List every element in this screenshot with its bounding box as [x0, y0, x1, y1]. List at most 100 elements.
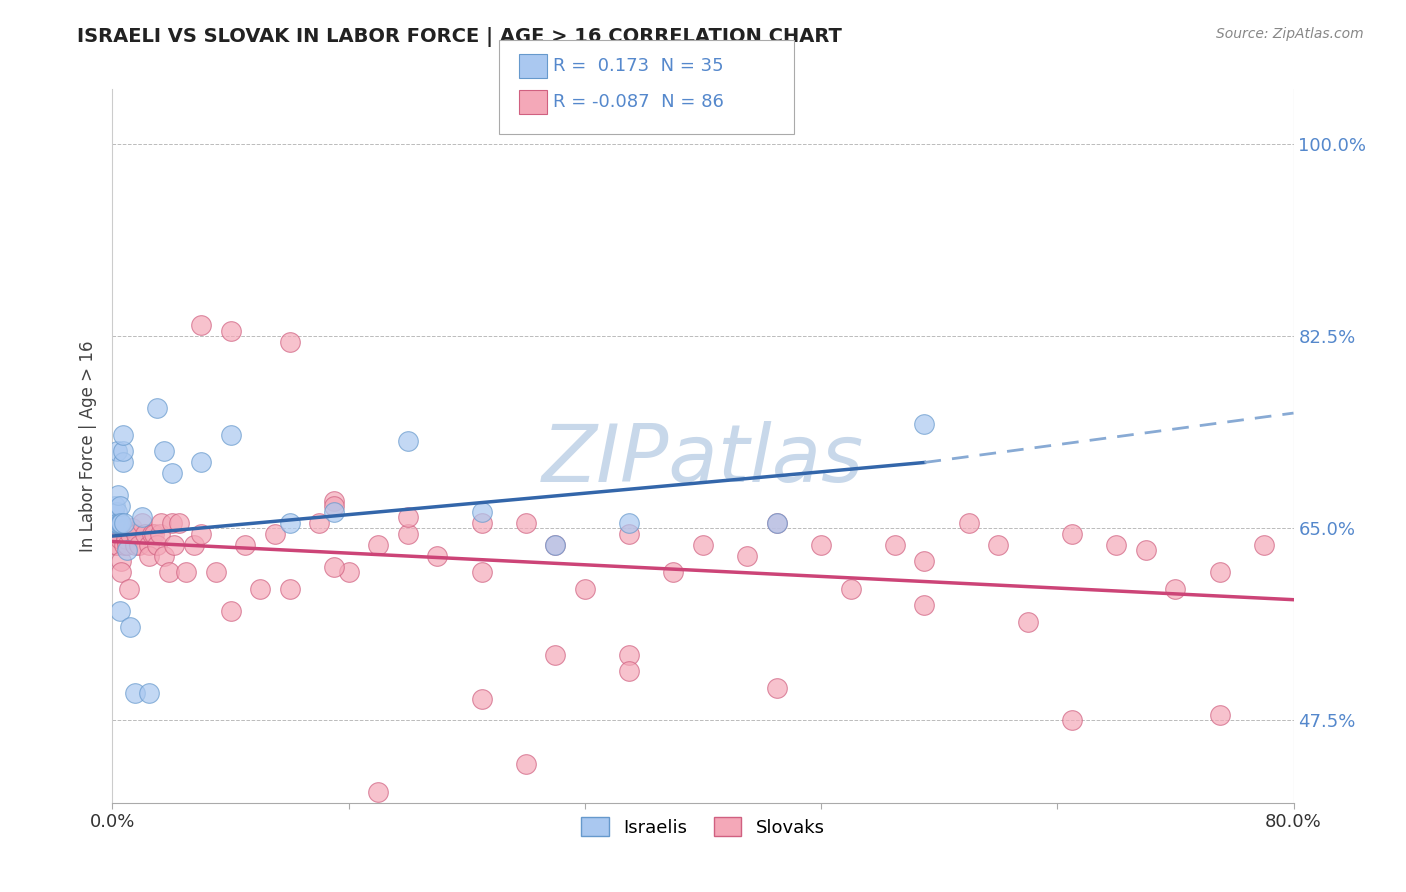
Point: [515, 757, 537, 772]
Point: [104, 516, 127, 530]
Point: [987, 538, 1010, 552]
Point: [367, 538, 389, 552]
Point: [219, 604, 242, 618]
Point: [105, 516, 128, 530]
Point: [142, 526, 165, 541]
Point: [107, 516, 129, 530]
Point: [117, 538, 138, 552]
Point: [205, 566, 228, 580]
Point: [470, 505, 494, 519]
Point: [153, 549, 176, 563]
Point: [124, 686, 146, 700]
Point: [150, 516, 173, 530]
Point: [619, 664, 641, 678]
Point: [183, 538, 205, 552]
Point: [190, 526, 212, 541]
Point: [107, 488, 129, 502]
Point: [323, 559, 346, 574]
Point: [118, 582, 141, 596]
Point: [396, 510, 419, 524]
Point: [1253, 538, 1275, 552]
Point: [146, 538, 169, 552]
Point: [766, 516, 789, 530]
Point: [153, 444, 176, 458]
Point: [114, 533, 136, 547]
Point: [1208, 708, 1232, 723]
Point: [426, 839, 449, 854]
Point: [108, 500, 131, 514]
Point: [190, 455, 212, 469]
Point: [111, 455, 134, 469]
Point: [766, 516, 789, 530]
Point: [157, 566, 180, 580]
Point: [138, 686, 160, 700]
Point: [337, 566, 360, 580]
Point: [110, 516, 132, 530]
Point: [278, 334, 301, 349]
Point: [323, 500, 346, 514]
Point: [120, 620, 142, 634]
Point: [470, 516, 494, 530]
Point: [120, 526, 142, 541]
Point: [619, 526, 641, 541]
Point: [574, 582, 596, 596]
Text: Source: ZipAtlas.com: Source: ZipAtlas.com: [1216, 27, 1364, 41]
Point: [190, 318, 212, 333]
Point: [957, 516, 980, 530]
Point: [264, 526, 287, 541]
Point: [278, 516, 301, 530]
Point: [323, 505, 346, 519]
Point: [112, 538, 135, 552]
Point: [1208, 566, 1232, 580]
Point: [105, 505, 128, 519]
Point: [105, 538, 128, 552]
Point: [146, 401, 169, 415]
Point: [839, 582, 862, 596]
Point: [138, 538, 160, 552]
Point: [219, 324, 242, 338]
Text: ZIPatlas: ZIPatlas: [541, 421, 865, 500]
Point: [515, 516, 537, 530]
Point: [1105, 538, 1128, 552]
Point: [249, 582, 271, 596]
Legend: Israelis, Slovaks: Israelis, Slovaks: [574, 810, 832, 844]
Point: [544, 538, 567, 552]
Point: [149, 526, 172, 541]
Point: [128, 538, 150, 552]
Point: [108, 516, 131, 530]
Point: [323, 494, 346, 508]
Point: [163, 538, 186, 552]
Point: [396, 434, 419, 448]
Point: [396, 526, 419, 541]
Point: [1164, 582, 1187, 596]
Point: [367, 785, 389, 799]
Point: [1062, 714, 1084, 728]
Y-axis label: In Labor Force | Age > 16: In Labor Force | Age > 16: [79, 340, 97, 552]
Text: ISRAELI VS SLOVAK IN LABOR FORCE | AGE > 16 CORRELATION CHART: ISRAELI VS SLOVAK IN LABOR FORCE | AGE >…: [77, 27, 842, 46]
Point: [766, 681, 789, 695]
Point: [103, 526, 125, 541]
Point: [160, 467, 183, 481]
Point: [134, 526, 156, 541]
Point: [125, 526, 148, 541]
Point: [110, 566, 132, 580]
Point: [111, 521, 134, 535]
Point: [108, 533, 131, 547]
Point: [112, 516, 135, 530]
Point: [662, 566, 685, 580]
Point: [131, 510, 153, 524]
Text: R =  0.173  N = 35: R = 0.173 N = 35: [553, 57, 723, 75]
Point: [167, 516, 190, 530]
Point: [470, 691, 494, 706]
Point: [108, 604, 131, 618]
Point: [103, 505, 125, 519]
Point: [619, 648, 641, 662]
Point: [110, 554, 132, 568]
Point: [105, 444, 128, 458]
Point: [121, 521, 143, 535]
Point: [544, 648, 567, 662]
Point: [160, 516, 183, 530]
Point: [884, 538, 907, 552]
Point: [111, 444, 134, 458]
Point: [544, 538, 567, 552]
